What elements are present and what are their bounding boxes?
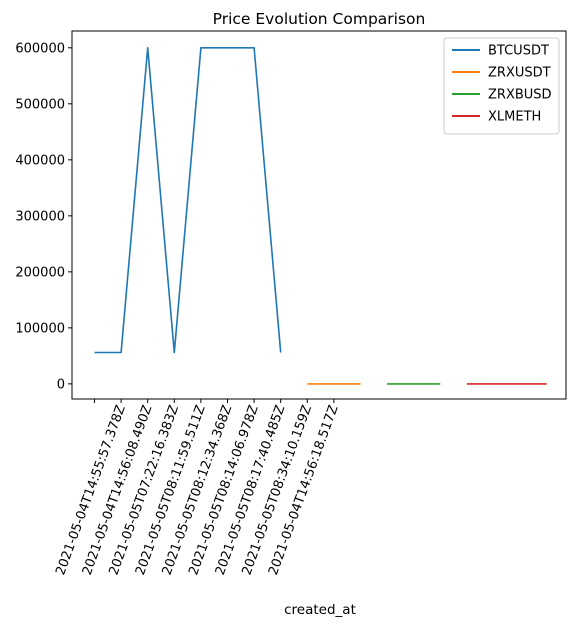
y-tick-label: 400000 (15, 153, 65, 168)
legend-label-btcusdt: BTCUSDT (488, 44, 549, 59)
legend-label-xlmeth: XLMETH (488, 110, 541, 125)
chart-title: Price Evolution Comparison (213, 10, 426, 28)
legend-box (443, 37, 560, 135)
y-tick-label: 500000 (15, 97, 65, 112)
y-tick-label: 0 (57, 377, 65, 392)
y-tick-label: 600000 (15, 41, 65, 56)
y-tick-label: 300000 (15, 209, 65, 224)
legend-label-zrxbusd: ZRXBUSD (488, 88, 552, 103)
y-tick-label: 200000 (15, 265, 65, 280)
legend: BTCUSDT ZRXUSDT ZRXBUSD XLMETH (443, 37, 560, 135)
y-tick-label: 100000 (15, 321, 65, 336)
plot-frame (71, 30, 567, 400)
x-axis-label: created_at (284, 602, 356, 618)
legend-label-zrxusdt: ZRXUSDT (488, 66, 551, 81)
series-line-btcusdt (94, 46, 282, 354)
